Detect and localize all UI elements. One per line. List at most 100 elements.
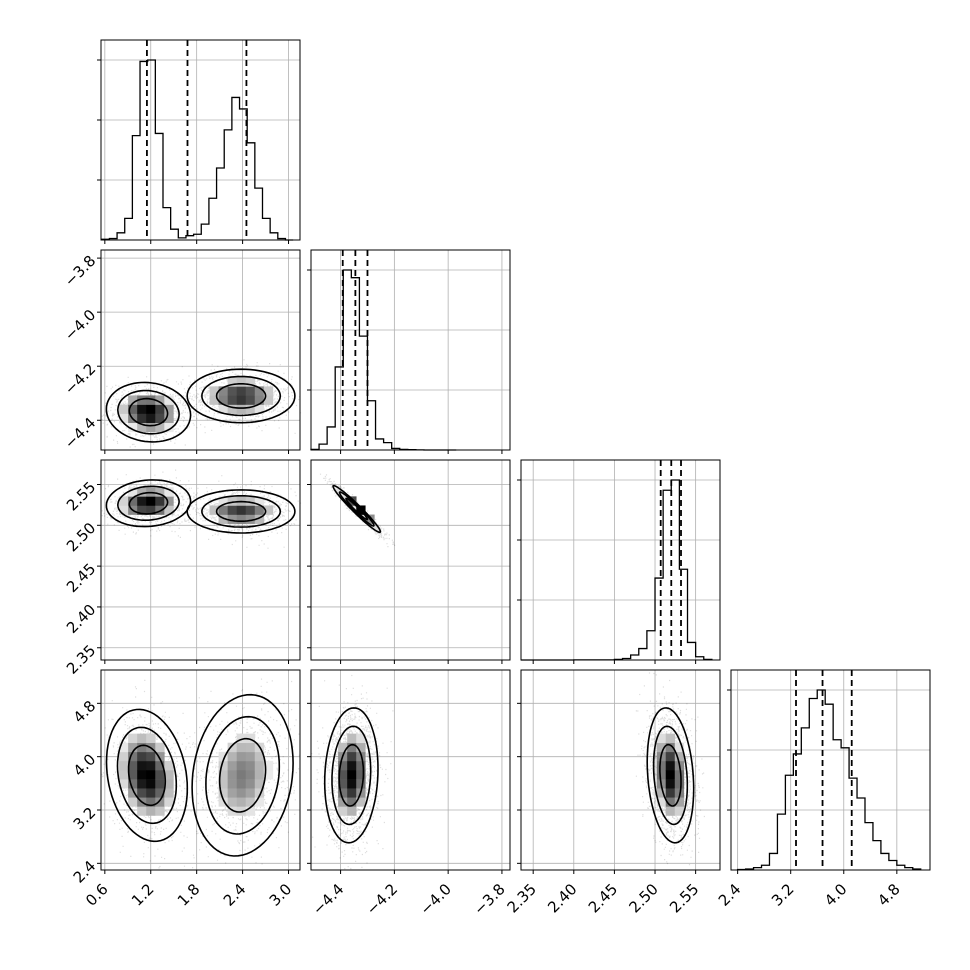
density-cell	[218, 770, 228, 780]
density-cell	[236, 751, 247, 762]
contour-layer	[105, 368, 695, 857]
histogram-3	[736, 689, 922, 871]
contour-line	[218, 737, 267, 813]
density-cell	[665, 788, 676, 798]
x-tick-label: −4.0	[416, 880, 454, 918]
density-cell	[227, 770, 237, 780]
density-cell	[254, 496, 265, 506]
density-cell	[218, 760, 228, 771]
density-cell	[164, 496, 174, 506]
density-cell	[218, 797, 228, 807]
density-cell	[119, 496, 129, 506]
density-cell	[245, 806, 256, 816]
density-cell	[263, 395, 274, 405]
density-cell	[227, 386, 237, 396]
density-cell	[164, 395, 174, 405]
density-cell	[254, 386, 265, 396]
density-cell	[356, 779, 366, 789]
density-cell	[164, 797, 174, 807]
density-cell	[155, 797, 165, 807]
y-tick-label: 2.50	[63, 519, 99, 555]
density-cell	[338, 806, 348, 816]
density-cell	[236, 797, 247, 807]
contour-line	[201, 375, 282, 417]
density-cell	[674, 770, 685, 780]
density-cell	[227, 742, 237, 753]
density-cell	[128, 797, 138, 807]
density-cell	[236, 505, 247, 515]
density-cell	[347, 788, 357, 798]
contour-line	[652, 725, 689, 826]
panel-frame	[520, 669, 721, 871]
density-cell	[254, 779, 265, 789]
panel-frame	[100, 669, 301, 871]
scatter-points	[101, 678, 300, 869]
x-tick-label: 2.50	[625, 880, 661, 916]
density-cell	[155, 413, 165, 424]
density-cell	[356, 742, 366, 753]
density-cell	[254, 797, 265, 807]
density-cell	[236, 404, 247, 414]
density-cell	[137, 733, 147, 744]
histogram-1	[310, 269, 457, 451]
contour-line	[338, 491, 375, 527]
density-cell	[263, 770, 274, 780]
density-cell	[674, 751, 685, 762]
x-tick-label: 2.55	[666, 880, 702, 916]
density-cell	[674, 779, 685, 789]
density-cell	[227, 797, 237, 807]
y-tick-label: −4.2	[61, 360, 99, 398]
y-tick-label: 2.40	[63, 601, 99, 637]
density-cell	[347, 742, 357, 753]
density-cell	[146, 496, 156, 506]
density-cell	[656, 797, 667, 807]
y-tick-label: 2.35	[63, 641, 99, 677]
density-cell	[119, 413, 129, 424]
density-cell	[146, 395, 156, 405]
y-tick-label: 4.0	[70, 750, 100, 780]
density-cell	[155, 779, 165, 789]
x-tick-label: 3.2	[768, 880, 798, 910]
density-cell	[245, 788, 256, 798]
density-cell	[128, 404, 138, 414]
density-cell	[254, 505, 265, 515]
density-cell	[146, 779, 156, 789]
density-cell	[254, 770, 265, 780]
x-tick-label: 2.4	[220, 880, 250, 910]
density-cell	[119, 751, 129, 762]
density-cell	[227, 395, 237, 405]
density-cell	[338, 797, 348, 807]
density-cell	[227, 404, 237, 414]
contour-line	[323, 707, 379, 844]
density-cell	[245, 514, 256, 524]
x-tick-label: 2.40	[544, 880, 580, 916]
density-cell	[155, 770, 165, 780]
y-tick-label: 2.45	[63, 560, 99, 596]
density-cell	[146, 806, 156, 816]
panel-frame	[310, 669, 511, 871]
density-cell	[656, 788, 667, 798]
density-cell	[155, 496, 165, 506]
density-cell	[263, 760, 274, 771]
density-cell	[209, 505, 219, 515]
panel-frame	[100, 39, 301, 241]
density-cell	[164, 404, 174, 414]
density-cell	[146, 770, 156, 780]
contour-line	[105, 479, 192, 528]
density-cell	[164, 788, 174, 798]
density-cell	[665, 770, 676, 780]
contour-line	[215, 383, 267, 409]
density-cell	[338, 742, 348, 753]
panel-frame	[520, 459, 721, 661]
density-cell	[155, 806, 165, 816]
density-cell	[665, 760, 676, 771]
density-cell	[146, 422, 156, 433]
density-cell	[245, 386, 256, 396]
density-cell	[656, 760, 667, 771]
density-cell	[137, 413, 147, 424]
density-cell	[665, 797, 676, 807]
density-cell	[137, 770, 147, 780]
density-cell	[137, 751, 147, 762]
density-cell	[236, 733, 247, 744]
